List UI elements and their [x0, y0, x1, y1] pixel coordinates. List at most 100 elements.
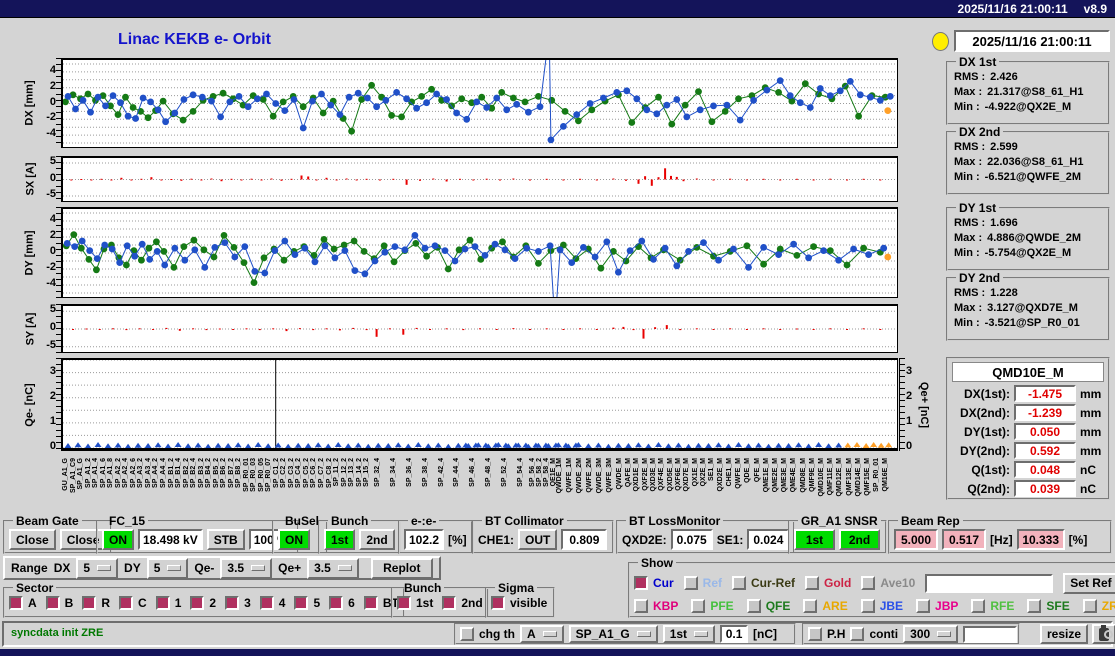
checkbox-item-Gold[interactable]: Gold	[805, 576, 851, 590]
ee-ratio-readout: 102.2	[404, 529, 444, 550]
checkbox-indicator[interactable]	[861, 576, 876, 590]
checkbox-item-R[interactable]: R	[82, 596, 110, 610]
checkbox-indicator[interactable]	[82, 596, 97, 610]
checkbox-indicator[interactable]	[732, 576, 747, 590]
checkbox-indicator[interactable]	[803, 599, 818, 613]
x-axis-label: SP_46_4	[469, 458, 477, 487]
checkbox-item-2nd[interactable]: 2nd	[442, 596, 483, 610]
option-menu-indicator	[167, 565, 182, 571]
screenshot-button[interactable]	[1092, 624, 1115, 644]
replot-button[interactable]: Replot	[370, 557, 433, 579]
checkbox-indicator[interactable]	[259, 596, 274, 610]
sector-dropdown[interactable]: A	[520, 625, 564, 643]
fc15-stb-button[interactable]: STB	[206, 529, 245, 550]
x-axis-label: SP_54_4	[516, 458, 524, 487]
checkbox-item-2[interactable]: 2	[190, 596, 216, 610]
checkbox-item-visible[interactable]: visible	[491, 596, 547, 610]
dx-chart	[62, 58, 898, 148]
checkbox-item-4[interactable]: 4	[259, 596, 285, 610]
checkbox-indicator[interactable]	[155, 596, 170, 610]
checkbox-item-Ref[interactable]: Ref	[683, 576, 722, 590]
checkbox-indicator[interactable]	[746, 599, 761, 613]
bpm-dropdown[interactable]: SP_A1_G	[568, 625, 658, 643]
snsr-2nd-button[interactable]: 2nd	[839, 529, 880, 550]
checkbox-indicator[interactable]	[45, 596, 60, 610]
checkbox-item-SFE[interactable]: SFE	[1027, 599, 1070, 613]
checkbox-item-B[interactable]: B	[45, 596, 73, 610]
range-dy-dropdown[interactable]: 5	[146, 557, 189, 579]
checkbox-indicator[interactable]	[225, 596, 240, 610]
checkbox-indicator[interactable]	[363, 596, 378, 610]
checkbox-item-3[interactable]: 3	[225, 596, 251, 610]
snsr-1st-button[interactable]: 1st	[794, 529, 835, 550]
y-tick-label: 2	[49, 229, 56, 241]
y-tick-label: 3	[49, 364, 56, 377]
checkbox-indicator[interactable]	[971, 599, 986, 613]
checkbox-indicator[interactable]	[860, 599, 875, 613]
range-qem-dropdown[interactable]: 3.5	[220, 557, 273, 579]
beam-gate-group: Beam Gate Close Close	[3, 514, 113, 554]
checkbox-indicator[interactable]	[119, 596, 134, 610]
checkbox-item-A[interactable]: A	[9, 596, 37, 610]
checkbox-indicator[interactable]	[9, 596, 23, 610]
checkbox-item-C[interactable]: C	[119, 596, 147, 610]
range-qep-dropdown[interactable]: 3.5	[307, 557, 359, 579]
count-input[interactable]	[963, 625, 1018, 643]
checkbox-item-6[interactable]: 6	[329, 596, 355, 610]
checkbox-indicator[interactable]	[190, 596, 205, 610]
checkbox-item-1st[interactable]: 1st	[397, 596, 433, 610]
x-axis-label: SP_B2_2	[182, 458, 190, 488]
checkbox-indicator[interactable]	[1027, 599, 1042, 613]
checkbox-indicator[interactable]	[491, 596, 505, 610]
beam-gate-close-button-1[interactable]: Close	[9, 529, 56, 550]
checkbox-item-ARE[interactable]: ARE	[803, 599, 848, 613]
checkbox-item-JBP[interactable]: JBP	[916, 599, 958, 613]
checkbox-item-BT[interactable]: BT	[363, 596, 399, 610]
checkbox-indicator[interactable]	[916, 599, 931, 613]
bunch-1st-button[interactable]: 1st	[324, 529, 356, 550]
resize-button[interactable]: resize	[1040, 624, 1088, 644]
chg-th-checkbox[interactable]	[460, 627, 474, 641]
busel-on-button[interactable]: ON	[278, 529, 310, 550]
checkbox-indicator[interactable]	[805, 576, 820, 590]
checkbox-item-Cur[interactable]: Cur	[634, 576, 674, 590]
checkbox-indicator[interactable]	[294, 596, 309, 610]
checkbox-indicator[interactable]	[397, 596, 411, 610]
checkbox-item-Cur-Ref[interactable]: Cur-Ref	[732, 576, 795, 590]
checkbox-indicator[interactable]	[634, 576, 648, 590]
threshold-value[interactable]: 0.1	[720, 625, 749, 643]
rms-value: 2.599	[990, 141, 1018, 153]
x-axis-label: QXF2E_M	[641, 458, 649, 491]
range-dx-dropdown[interactable]: 5	[76, 557, 119, 579]
ref-name-input[interactable]	[925, 573, 1054, 593]
checkbox-indicator[interactable]	[691, 599, 706, 613]
bunch-2nd-button[interactable]: 2nd	[359, 529, 395, 550]
checkbox-indicator[interactable]	[634, 599, 648, 613]
checkbox-item-Ave10[interactable]: Ave10	[861, 576, 915, 590]
checkbox-item-5[interactable]: 5	[294, 596, 320, 610]
bunch-group: Bunch 1st 2nd	[318, 514, 401, 554]
checkbox-item-1[interactable]: 1	[155, 596, 181, 610]
checkbox-indicator[interactable]	[683, 576, 698, 590]
x-axis-label: SE1_M	[708, 458, 716, 481]
checkbox-indicator[interactable]	[442, 596, 457, 610]
count-dropdown[interactable]: 300	[903, 625, 959, 643]
checkbox-indicator[interactable]	[1082, 599, 1097, 613]
conti-checkbox[interactable]	[850, 627, 865, 641]
x-axis-label: QWDE_3M	[596, 458, 604, 494]
checkbox-item-RFE[interactable]: RFE	[971, 599, 1014, 613]
ph-checkbox[interactable]	[808, 627, 822, 641]
set-ref-button[interactable]: Set Ref	[1063, 572, 1115, 594]
che1-state-button[interactable]: OUT	[518, 529, 558, 550]
checkbox-label: 1st	[416, 596, 434, 610]
fc15-on-button[interactable]: ON	[102, 529, 134, 550]
checkbox-item-JBE[interactable]: JBE	[860, 599, 903, 613]
y-tick-label: 0	[49, 95, 56, 108]
checkbox-indicator[interactable]	[329, 596, 344, 610]
checkbox-item-KBP[interactable]: KBP	[634, 599, 678, 613]
sy-axis-ticks: 5 0 -5	[36, 303, 56, 353]
bunch-dropdown[interactable]: 1st	[662, 625, 716, 643]
checkbox-item-ZRE[interactable]: ZRE	[1082, 599, 1115, 613]
checkbox-item-PFE[interactable]: PFE	[691, 599, 734, 613]
checkbox-item-QFE[interactable]: QFE	[746, 599, 790, 613]
